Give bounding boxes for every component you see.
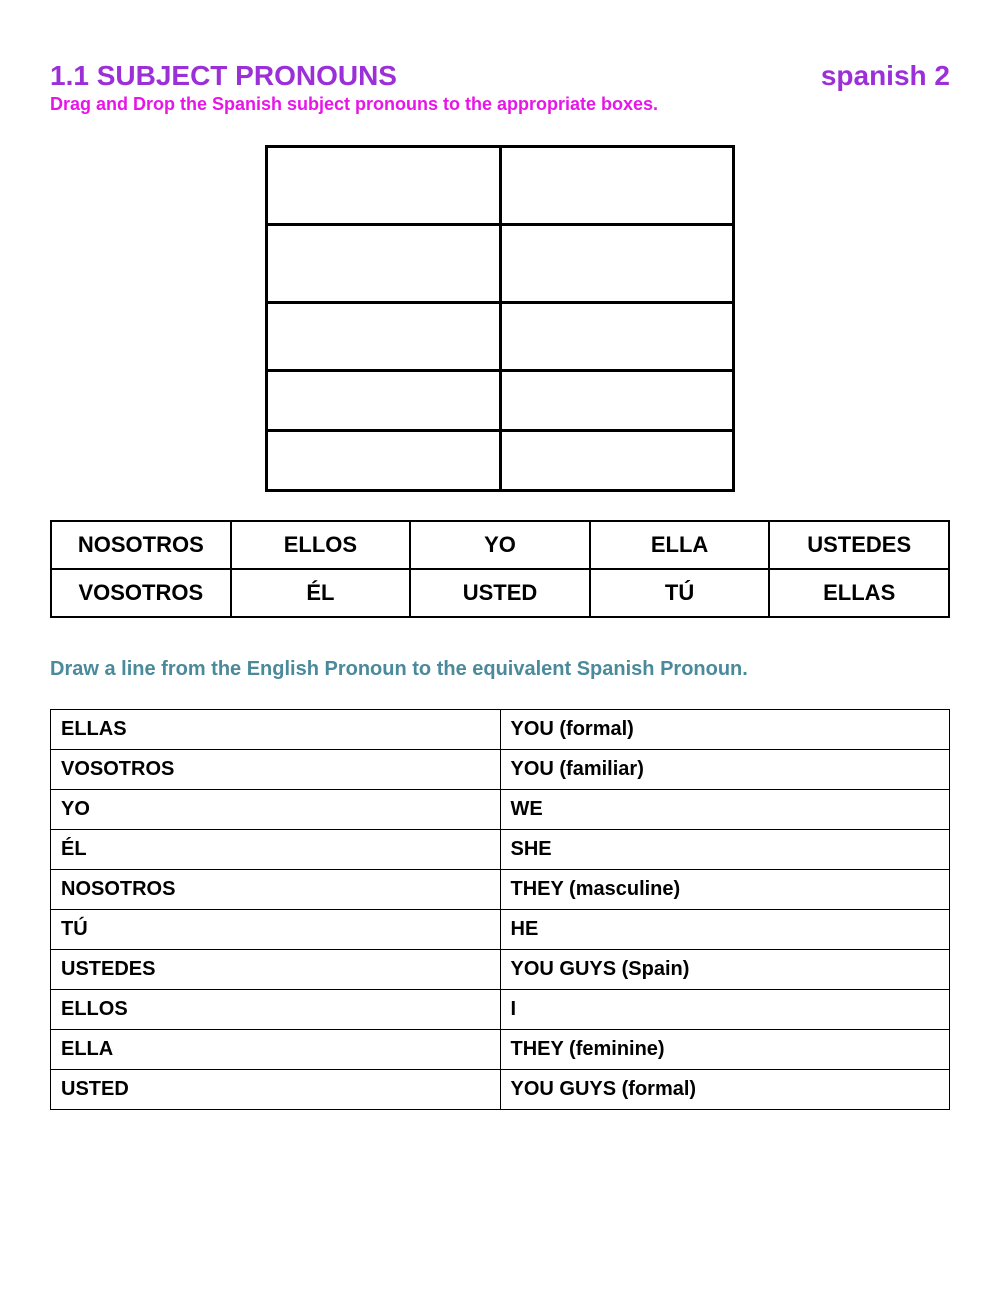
drop-cell[interactable] xyxy=(500,303,734,371)
drop-row xyxy=(267,225,734,303)
match-left[interactable]: YO xyxy=(51,790,501,830)
match-right[interactable]: HE xyxy=(500,910,950,950)
drop-cell[interactable] xyxy=(500,431,734,491)
match-row: ELLOSI xyxy=(51,990,950,1030)
drop-cell[interactable] xyxy=(267,431,501,491)
match-row: USTEDYOU GUYS (formal) xyxy=(51,1070,950,1110)
match-right[interactable]: YOU (familiar) xyxy=(500,750,950,790)
match-row: ELLASYOU (formal) xyxy=(51,710,950,750)
drag-item[interactable]: ELLAS xyxy=(769,569,949,617)
header-row: 1.1 SUBJECT PRONOUNS spanish 2 xyxy=(50,60,950,92)
course-label: spanish 2 xyxy=(821,60,950,92)
match-left[interactable]: VOSOTROS xyxy=(51,750,501,790)
match-row: USTEDESYOU GUYS (Spain) xyxy=(51,950,950,990)
drop-cell[interactable] xyxy=(500,225,734,303)
match-left[interactable]: ÉL xyxy=(51,830,501,870)
drag-row: VOSOTROS ÉL USTED TÚ ELLAS xyxy=(51,569,949,617)
drop-target-grid xyxy=(265,145,735,492)
drag-item[interactable]: VOSOTROS xyxy=(51,569,231,617)
match-row: TÚHE xyxy=(51,910,950,950)
match-right[interactable]: YOU (formal) xyxy=(500,710,950,750)
instruction-match: Draw a line from the English Pronoun to … xyxy=(50,658,950,681)
drop-row xyxy=(267,303,734,371)
match-table: ELLASYOU (formal)VOSOTROSYOU (familiar)Y… xyxy=(50,709,950,1110)
drop-row xyxy=(267,431,734,491)
drag-item[interactable]: NOSOTROS xyxy=(51,521,231,569)
match-row: YOWE xyxy=(51,790,950,830)
drag-row: NOSOTROS ELLOS YO ELLA USTEDES xyxy=(51,521,949,569)
match-right[interactable]: YOU GUYS (Spain) xyxy=(500,950,950,990)
drag-item[interactable]: ÉL xyxy=(231,569,411,617)
drop-cell[interactable] xyxy=(267,371,501,431)
match-row: VOSOTROSYOU (familiar) xyxy=(51,750,950,790)
drop-cell[interactable] xyxy=(267,147,501,225)
drag-item[interactable]: ELLA xyxy=(590,521,770,569)
match-row: ÉLSHE xyxy=(51,830,950,870)
page-title: 1.1 SUBJECT PRONOUNS xyxy=(50,60,397,92)
match-left[interactable]: ELLOS xyxy=(51,990,501,1030)
match-left[interactable]: ELLAS xyxy=(51,710,501,750)
drop-cell[interactable] xyxy=(500,147,734,225)
match-left[interactable]: ELLA xyxy=(51,1030,501,1070)
match-right[interactable]: YOU GUYS (formal) xyxy=(500,1070,950,1110)
drop-cell[interactable] xyxy=(267,225,501,303)
drag-item[interactable]: TÚ xyxy=(590,569,770,617)
match-left[interactable]: USTEDES xyxy=(51,950,501,990)
match-right[interactable]: I xyxy=(500,990,950,1030)
drag-item[interactable]: ELLOS xyxy=(231,521,411,569)
match-right[interactable]: THEY (masculine) xyxy=(500,870,950,910)
match-row: ELLATHEY (feminine) xyxy=(51,1030,950,1070)
match-right[interactable]: WE xyxy=(500,790,950,830)
match-left[interactable]: NOSOTROS xyxy=(51,870,501,910)
drop-row xyxy=(267,371,734,431)
drop-cell[interactable] xyxy=(500,371,734,431)
match-left[interactable]: TÚ xyxy=(51,910,501,950)
drag-item[interactable]: USTED xyxy=(410,569,590,617)
match-right[interactable]: SHE xyxy=(500,830,950,870)
match-row: NOSOTROSTHEY (masculine) xyxy=(51,870,950,910)
match-right[interactable]: THEY (feminine) xyxy=(500,1030,950,1070)
match-left[interactable]: USTED xyxy=(51,1070,501,1110)
drag-item[interactable]: USTEDES xyxy=(769,521,949,569)
instruction-drag-drop: Drag and Drop the Spanish subject pronou… xyxy=(50,94,950,115)
drag-item[interactable]: YO xyxy=(410,521,590,569)
drop-row xyxy=(267,147,734,225)
draggable-words-table: NOSOTROS ELLOS YO ELLA USTEDES VOSOTROS … xyxy=(50,520,950,618)
drop-cell[interactable] xyxy=(267,303,501,371)
